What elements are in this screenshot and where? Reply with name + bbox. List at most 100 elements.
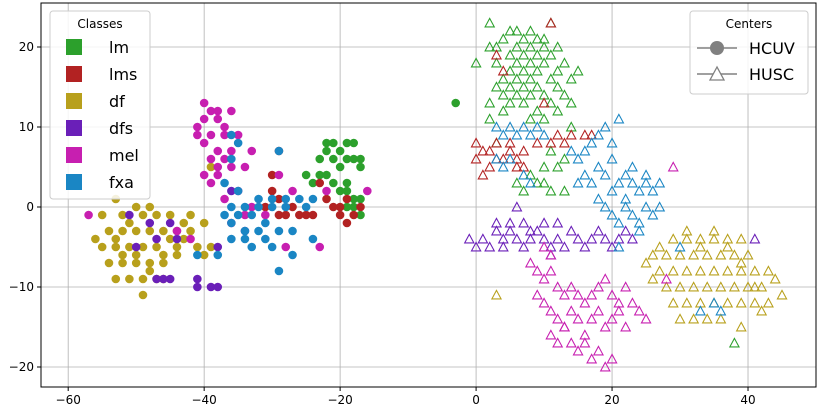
point-husc-fxa xyxy=(626,161,638,172)
point-husc-mel xyxy=(572,313,584,324)
point-hcuv-fxa xyxy=(227,218,236,228)
y-tick-label: 0 xyxy=(26,200,34,214)
point-hcuv-df xyxy=(186,226,195,236)
point-hcuv-df xyxy=(159,226,168,236)
point-hcuv-lm xyxy=(335,186,345,196)
point-hcuv-fxa xyxy=(227,130,236,140)
point-husc-fxa xyxy=(592,193,604,204)
point-husc-df xyxy=(701,249,713,260)
point-hcuv-mel xyxy=(288,186,297,196)
point-husc-lm xyxy=(518,49,530,60)
point-husc-dfs xyxy=(626,233,638,244)
point-husc-lm xyxy=(558,153,570,164)
point-hcuv-lm xyxy=(329,154,338,164)
point-hcuv-lm xyxy=(356,162,365,172)
point-husc-fxa xyxy=(586,177,598,188)
point-hcuv-df xyxy=(97,242,107,252)
point-husc-mel xyxy=(558,321,570,332)
point-hcuv-lm xyxy=(342,202,352,212)
point-hcuv-mel xyxy=(206,130,216,140)
point-husc-df xyxy=(694,241,706,252)
legend-swatch-dfs xyxy=(66,120,82,136)
y-tick-label: 20 xyxy=(19,40,34,54)
point-hcuv-dfs xyxy=(159,274,168,284)
legend-marker-hcuv xyxy=(710,41,724,55)
point-hcuv-df xyxy=(186,210,195,220)
point-hcuv-dfs xyxy=(131,242,141,252)
point-husc-lm xyxy=(497,89,509,100)
point-hcuv-mel xyxy=(213,114,223,124)
point-hcuv-dfs xyxy=(125,210,134,220)
classes-legend: Classes lm lms df dfs mel fxa xyxy=(49,10,151,200)
point-husc-lms xyxy=(579,129,591,140)
point-husc-mel xyxy=(531,289,543,300)
point-hcuv-df xyxy=(138,210,148,220)
point-husc-mel xyxy=(565,305,577,316)
point-husc-df xyxy=(722,241,734,252)
point-hcuv-mel xyxy=(84,210,93,220)
point-hcuv-dfs xyxy=(152,234,161,244)
point-husc-mel xyxy=(545,305,557,316)
point-husc-dfs xyxy=(552,217,564,228)
point-husc-fxa xyxy=(531,121,543,132)
point-husc-dfs xyxy=(586,233,598,244)
legend-label-fxa: fxa xyxy=(109,173,134,192)
point-hcuv-fxa xyxy=(247,210,257,220)
point-husc-mel xyxy=(579,337,591,348)
point-hcuv-df xyxy=(138,242,148,252)
point-husc-dfs xyxy=(538,217,550,228)
point-husc-df xyxy=(681,225,693,236)
point-hcuv-fxa xyxy=(254,194,263,204)
point-hcuv-df xyxy=(118,258,127,268)
point-husc-df xyxy=(647,249,659,260)
point-husc-lms xyxy=(518,145,530,156)
point-husc-df xyxy=(681,297,693,308)
point-husc-fxa xyxy=(620,169,632,180)
point-husc-df xyxy=(715,249,727,260)
point-hcuv-df xyxy=(125,274,134,284)
point-husc-lms xyxy=(545,137,557,148)
legend-label-lm: lm xyxy=(109,38,129,57)
point-husc-df xyxy=(654,241,666,252)
point-husc-mel xyxy=(552,281,564,292)
point-husc-lm xyxy=(470,57,482,68)
point-husc-df xyxy=(749,281,761,292)
point-husc-lm xyxy=(552,81,564,92)
point-hcuv-mel xyxy=(199,98,209,108)
point-husc-mel xyxy=(565,337,577,348)
point-hcuv-mel xyxy=(172,226,182,236)
point-husc-lms xyxy=(470,137,482,148)
point-husc-dfs xyxy=(511,233,523,244)
point-husc-df xyxy=(701,281,713,292)
point-hcuv-fxa xyxy=(308,234,318,244)
point-hcuv-lm xyxy=(349,194,359,204)
point-hcuv-lm xyxy=(335,146,345,156)
point-hcuv-df xyxy=(131,250,141,260)
point-hcuv-mel xyxy=(199,138,209,148)
point-husc-lm xyxy=(552,105,564,116)
point-husc-lm xyxy=(497,33,509,44)
point-husc-fxa xyxy=(538,129,550,140)
point-husc-mel xyxy=(592,281,604,292)
point-hcuv-lm xyxy=(451,98,460,108)
point-husc-mel xyxy=(538,273,550,284)
point-husc-mel xyxy=(633,305,645,316)
point-hcuv-lms xyxy=(301,210,311,220)
point-husc-mel xyxy=(538,241,550,252)
point-hcuv-fxa xyxy=(213,250,223,260)
point-husc-lm xyxy=(565,97,577,108)
point-hcuv-lm xyxy=(349,154,359,164)
point-hcuv-df xyxy=(97,210,107,220)
point-husc-dfs xyxy=(484,241,496,252)
point-hcuv-df xyxy=(165,234,175,244)
point-husc-fxa xyxy=(606,209,618,220)
point-husc-lm xyxy=(484,97,496,108)
point-husc-lm xyxy=(531,49,543,60)
point-hcuv-dfs xyxy=(193,282,202,292)
point-husc-dfs xyxy=(599,233,611,244)
point-husc-mel xyxy=(565,281,577,292)
point-husc-fxa xyxy=(647,209,659,220)
point-hcuv-fxa xyxy=(240,226,250,236)
point-husc-df xyxy=(674,281,686,292)
